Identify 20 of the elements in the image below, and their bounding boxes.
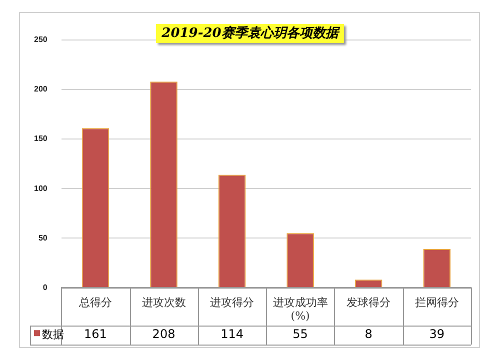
x-tick-label: 发球得分	[346, 296, 391, 310]
x-tick-label: 进攻成功率(%)	[272, 296, 328, 322]
data-label: 39	[429, 327, 445, 342]
x-tick-label: 拦网得分	[414, 296, 459, 310]
data-label: 8	[364, 327, 372, 342]
legend-label: 数据	[42, 328, 64, 341]
y-tick-label: 50	[38, 233, 48, 242]
y-tick-label: 100	[34, 184, 48, 193]
x-tick-label: 总得分	[78, 296, 112, 310]
y-tick-label: 250	[34, 35, 48, 44]
y-tick-label: 200	[34, 84, 48, 94]
data-label: 208	[152, 327, 176, 342]
chart-title: 2019-20赛季袁心玥各项数据	[156, 24, 344, 43]
y-tick-label: 150	[34, 134, 48, 144]
x-tick-label: 进攻次数	[142, 296, 186, 310]
data-label: 114	[220, 327, 244, 342]
data-label: 161	[84, 327, 107, 342]
y-tick-label: 0	[42, 282, 48, 292]
x-tick-label: 进攻得分	[210, 296, 254, 310]
data-label: 55	[292, 327, 308, 342]
